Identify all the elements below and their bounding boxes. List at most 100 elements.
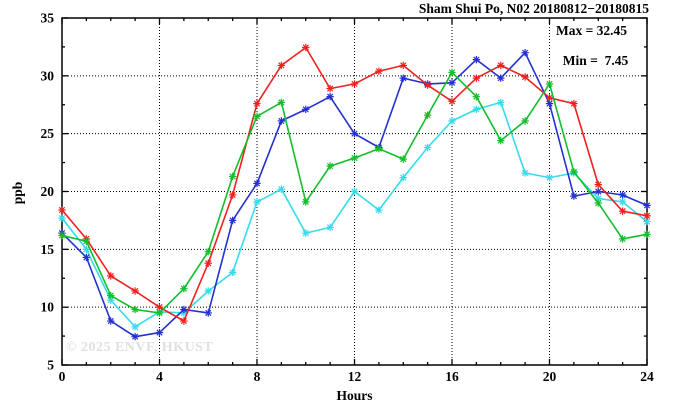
x-tick-label: 4 xyxy=(156,369,163,384)
marker-green xyxy=(350,154,359,162)
marker-red xyxy=(570,99,578,108)
marker-green xyxy=(228,172,237,181)
marker-red xyxy=(497,61,505,70)
marker-cyan xyxy=(131,323,139,331)
marker-blue xyxy=(228,216,237,225)
chart-title: Sham Shui Po, N02 20180812−20180815 xyxy=(418,1,649,16)
max-value-label: Max = 32.45 xyxy=(556,23,628,38)
marker-red xyxy=(448,97,456,105)
x-tick-label: 16 xyxy=(445,369,459,384)
y-tick-label: 5 xyxy=(47,358,54,373)
marker-green xyxy=(155,309,164,317)
marker-red xyxy=(521,73,529,81)
marker-cyan xyxy=(204,287,212,295)
marker-cyan xyxy=(228,268,237,277)
marker-green xyxy=(399,155,407,163)
marker-cyan xyxy=(448,117,456,125)
marker-red xyxy=(326,84,334,93)
marker-blue xyxy=(82,253,91,262)
marker-blue xyxy=(204,309,212,317)
marker-green xyxy=(58,231,66,240)
marker-red xyxy=(228,191,237,199)
marker-red xyxy=(375,67,383,75)
marker-blue xyxy=(277,117,286,125)
marker-blue xyxy=(497,74,505,82)
marker-red xyxy=(204,259,212,267)
marker-cyan xyxy=(253,198,261,206)
marker-blue xyxy=(472,55,481,64)
marker-green xyxy=(82,237,91,245)
marker-red xyxy=(58,206,66,214)
marker-green xyxy=(643,230,651,238)
marker-cyan xyxy=(594,194,602,203)
marker-green xyxy=(302,198,310,206)
marker-cyan xyxy=(58,214,66,222)
marker-blue xyxy=(155,328,164,337)
marker-green xyxy=(277,98,286,107)
marker-green xyxy=(131,305,139,314)
marker-green xyxy=(472,92,481,101)
marker-blue xyxy=(570,192,578,200)
watermark: © 2025 ENVF, HKUST xyxy=(66,340,214,355)
marker-red xyxy=(350,80,359,88)
marker-cyan xyxy=(423,143,432,152)
marker-red xyxy=(277,61,286,70)
marker-blue xyxy=(545,99,554,108)
x-tick-label: 24 xyxy=(640,369,654,384)
marker-blue xyxy=(107,317,115,325)
marker-cyan xyxy=(326,223,334,232)
marker-red xyxy=(253,99,261,108)
marker-cyan xyxy=(497,98,505,107)
marker-green xyxy=(545,80,554,88)
marker-blue xyxy=(399,74,407,82)
y-tick-label: 25 xyxy=(41,126,55,141)
marker-cyan xyxy=(545,173,554,182)
x-tick-label: 20 xyxy=(543,369,557,384)
y-axis-title: ppb xyxy=(10,181,25,205)
marker-green xyxy=(497,136,505,145)
y-tick-label: 35 xyxy=(41,11,55,26)
marker-red xyxy=(131,287,139,295)
marker-green xyxy=(375,145,383,153)
marker-cyan xyxy=(350,187,359,196)
marker-red xyxy=(618,207,627,215)
marker-blue xyxy=(643,201,651,210)
marker-cyan xyxy=(618,198,627,206)
marker-green xyxy=(423,111,432,119)
marker-red xyxy=(107,272,115,280)
marker-cyan xyxy=(643,217,651,226)
marker-blue xyxy=(180,305,188,314)
marker-blue xyxy=(448,79,456,87)
y-tick-label: 10 xyxy=(41,300,55,315)
marker-blue xyxy=(131,332,139,341)
max-min-annotation: Max = 32.45 Min = 7.45 xyxy=(556,23,628,68)
marker-green xyxy=(107,291,115,300)
marker-red xyxy=(302,43,310,52)
marker-cyan xyxy=(277,185,286,193)
marker-red xyxy=(423,81,432,89)
marker-blue xyxy=(594,187,602,196)
marker-blue xyxy=(253,179,261,188)
marker-green xyxy=(570,168,578,176)
marker-green xyxy=(448,68,456,77)
marker-cyan xyxy=(472,105,481,114)
marker-green xyxy=(618,235,627,243)
marker-cyan xyxy=(82,245,91,254)
marker-cyan xyxy=(399,173,407,182)
x-tick-label: 8 xyxy=(254,369,261,384)
marker-green xyxy=(253,112,261,121)
marker-green xyxy=(180,284,188,293)
marker-red xyxy=(545,94,554,102)
marker-red xyxy=(643,212,651,220)
y-tick-label: 20 xyxy=(41,184,55,199)
marker-green xyxy=(204,247,212,256)
marker-red xyxy=(472,74,481,82)
x-tick-label: 0 xyxy=(59,369,66,384)
marker-red xyxy=(594,180,602,189)
marker-blue xyxy=(521,49,529,57)
marker-blue xyxy=(326,92,334,101)
marker-blue xyxy=(350,129,359,138)
x-axis-title: Hours xyxy=(336,388,373,403)
